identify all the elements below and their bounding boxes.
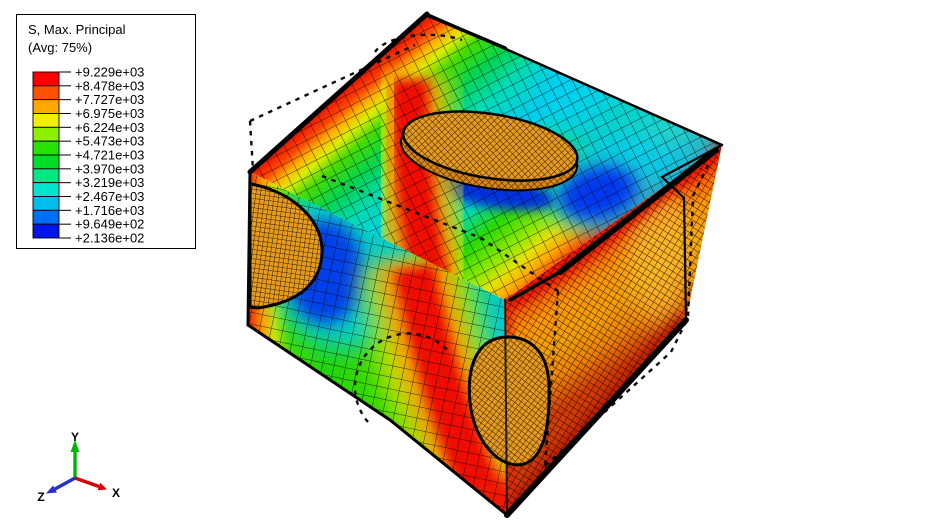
right-face-mesh [505,145,722,515]
legend-color-swatch [32,196,60,211]
edge-left [246,170,252,327]
ghost-edge-crease [321,174,559,292]
ghost-edge-bottom [544,351,672,467]
x-axis-arrowhead-icon [97,482,107,491]
ghost-fiber-arc-top [374,33,463,53]
legend-value-label: +8.478e+03 [75,78,144,93]
deformed-edges [246,11,724,518]
legend-color-swatch [32,182,60,197]
edge-right-lip [660,143,724,322]
legend-value-label: +4.721e+03 [75,148,144,163]
x-axis-arrow [74,476,100,489]
ghost-edge-right [669,195,695,353]
edge-bottom-left [246,323,509,517]
z-axis-arrow [54,476,76,491]
legend-value-label: +9.649e+02 [75,217,144,232]
z-axis-label: Z [37,490,44,504]
legend-value-label: +2.467e+03 [75,189,144,204]
legend-scale: +9.229e+03+8.478e+03+7.727e+03+6.975e+03… [32,65,144,246]
legend-value-label: +3.970e+03 [75,161,144,176]
y-axis-label: Y [71,430,79,444]
legend-color-swatch [32,154,60,170]
legend-color-swatch [32,113,60,128]
fiber-left-mesh [250,184,323,308]
legend-value-label: +2.136e+02 [75,231,144,246]
ghost-edge-right-top [691,162,711,197]
undeformed-outline-dashed [248,33,711,467]
legend-color-swatch [32,71,60,87]
legend-value-label: +1.716e+03 [75,203,144,218]
legend-color-swatch [32,209,60,225]
ghost-edge-top-left [249,43,416,123]
legend-value-label: +9.229e+03 [75,65,144,80]
fiber-center-top-mesh [403,111,578,181]
contour-legend: S, Max. Principal (Avg: 75%) +9.229e+03 +… [16,14,196,249]
legend-color-swatch [32,168,60,184]
edge-fold-top-right [557,147,719,275]
y-axis-arrowhead-icon [70,440,80,452]
edge-fold-front-right [504,299,508,516]
ghost-edge-left [248,120,255,171]
legend-value-label: +5.473e+03 [75,134,144,149]
edge-top-left [247,11,430,175]
legend-color-swatch [32,99,60,114]
legend-value-label: +6.975e+03 [75,106,144,121]
legend-subtitle: (Avg: 75%) [28,40,93,55]
fiber-bottom-mesh [469,336,550,465]
legend-color-swatch [32,85,60,101]
coordinate-triad: Y X Z [37,430,120,504]
edge-fold-top-right-2 [508,270,562,302]
x-axis-label: X [112,486,120,500]
legend-value-label: +7.727e+03 [75,92,144,107]
ghost-fiber-arc-bottom [353,332,450,423]
fiber-bottom [467,335,551,467]
legend-color-swatch [32,223,60,239]
fiber-left [248,182,324,310]
legend-color-swatch [32,140,60,156]
legend-color-swatch [32,126,60,142]
edge-top-right [425,12,724,147]
fiber-center [399,110,579,192]
z-axis-arrowhead-icon [46,485,57,494]
edge-bottom-right [504,317,689,518]
legend-value-label: +6.224e+03 [75,120,144,135]
legend-title: S, Max. Principal [28,22,126,37]
legend-value-label: +3.219e+03 [75,175,144,190]
